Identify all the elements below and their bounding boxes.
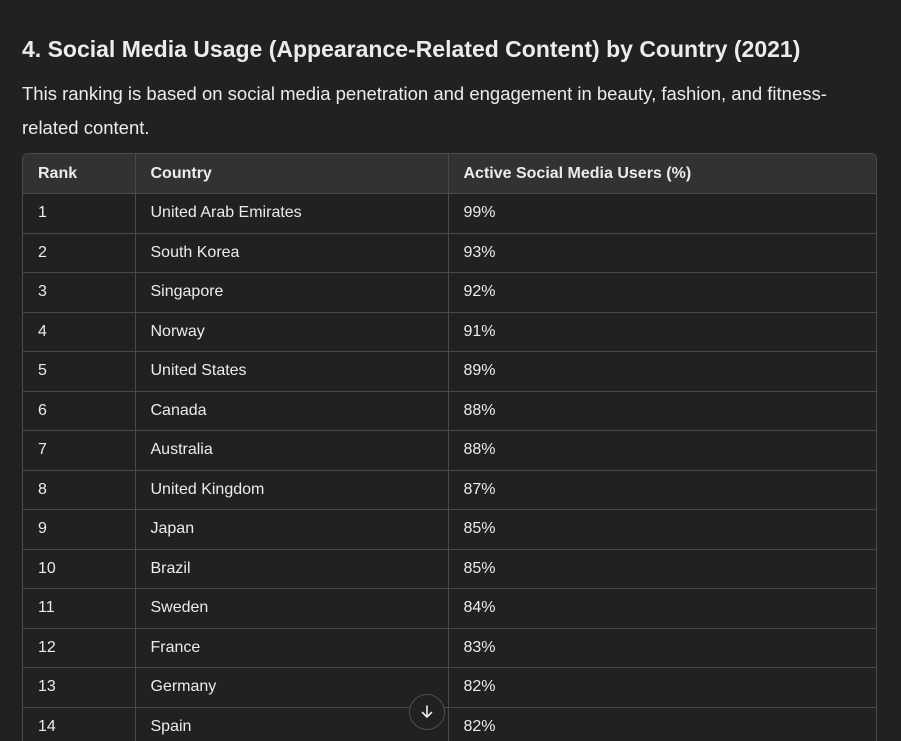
table-row: 3 Singapore 92%	[23, 272, 876, 313]
country-cell: United Kingdom	[135, 470, 449, 510]
users-percent-cell: 85%	[448, 509, 876, 550]
ranking-table: Rank Country Active Social Media Users (…	[23, 154, 876, 741]
rank-cell: 5	[23, 351, 136, 392]
rank-cell: 12	[23, 628, 136, 668]
users-percent-cell: 87%	[448, 470, 876, 510]
country-cell: Japan	[135, 509, 449, 550]
ranking-table-container: Rank Country Active Social Media Users (…	[22, 153, 877, 741]
table-row: 12 France 83%	[23, 628, 876, 668]
table-header-row: Rank Country Active Social Media Users (…	[23, 154, 876, 194]
rank-cell: 1	[23, 193, 136, 234]
header-country: Country	[135, 154, 449, 194]
country-cell: France	[135, 628, 449, 668]
country-cell: United Arab Emirates	[135, 193, 449, 234]
country-cell: Norway	[135, 312, 449, 352]
users-percent-cell: 82%	[448, 707, 876, 741]
rank-cell: 8	[23, 470, 136, 510]
country-cell: Canada	[135, 391, 449, 431]
section-description: This ranking is based on social media pe…	[22, 83, 827, 138]
rank-cell: 6	[23, 391, 136, 431]
users-percent-cell: 89%	[448, 351, 876, 392]
rank-cell: 2	[23, 233, 136, 273]
rank-cell: 10	[23, 549, 136, 589]
rank-cell: 7	[23, 430, 136, 471]
users-percent-cell: 91%	[448, 312, 876, 352]
rank-cell: 11	[23, 588, 136, 629]
country-cell: Brazil	[135, 549, 449, 589]
country-cell: Spain	[135, 707, 449, 741]
table-row: 7 Australia 88%	[23, 430, 876, 471]
table-row: 2 South Korea 93%	[23, 233, 876, 273]
section-heading: 4. Social Media Usage (Appearance-Relate…	[22, 36, 801, 62]
users-percent-cell: 84%	[448, 588, 876, 629]
country-cell: Singapore	[135, 272, 449, 313]
country-cell: Germany	[135, 667, 449, 708]
users-percent-cell: 83%	[448, 628, 876, 668]
users-percent-cell: 88%	[448, 430, 876, 471]
rank-cell: 14	[23, 707, 136, 741]
users-percent-cell: 99%	[448, 193, 876, 234]
users-percent-cell: 92%	[448, 272, 876, 313]
rank-cell: 13	[23, 667, 136, 708]
table-row: 4 Norway 91%	[23, 312, 876, 352]
table-row: 10 Brazil 85%	[23, 549, 876, 589]
rank-cell: 9	[23, 509, 136, 550]
table-row: 6 Canada 88%	[23, 391, 876, 431]
rank-cell: 3	[23, 272, 136, 313]
arrow-down-icon	[421, 705, 433, 718]
country-cell: Sweden	[135, 588, 449, 629]
country-cell: Australia	[135, 430, 449, 471]
users-percent-cell: 82%	[448, 667, 876, 708]
table-row: 1 United Arab Emirates 99%	[23, 193, 876, 234]
header-active-users: Active Social Media Users (%)	[448, 154, 876, 194]
country-cell: South Korea	[135, 233, 449, 273]
table-row: 5 United States 89%	[23, 351, 876, 392]
users-percent-cell: 85%	[448, 549, 876, 589]
table-row: 9 Japan 85%	[23, 509, 876, 550]
table-row: 14 Spain 82%	[23, 707, 876, 741]
table-row: 11 Sweden 84%	[23, 588, 876, 629]
country-cell: United States	[135, 351, 449, 392]
scroll-to-bottom-button[interactable]	[409, 694, 445, 730]
table-row: 13 Germany 82%	[23, 667, 876, 708]
table-row: 8 United Kingdom 87%	[23, 470, 876, 510]
users-percent-cell: 88%	[448, 391, 876, 431]
users-percent-cell: 93%	[448, 233, 876, 273]
rank-cell: 4	[23, 312, 136, 352]
header-rank: Rank	[23, 154, 136, 194]
